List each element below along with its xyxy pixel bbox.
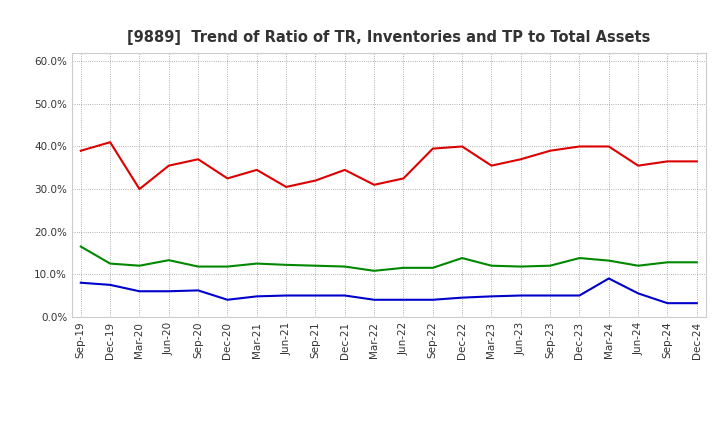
- Trade Payables: [76, 244, 85, 249]
- Trade Payables: [282, 262, 290, 268]
- Inventories: [693, 301, 701, 306]
- Trade Payables: [575, 255, 584, 260]
- Trade Receivables: [164, 163, 173, 168]
- Trade Receivables: [546, 148, 554, 154]
- Trade Receivables: [575, 144, 584, 149]
- Trade Receivables: [487, 163, 496, 168]
- Inventories: [311, 293, 320, 298]
- Trade Receivables: [282, 184, 290, 190]
- Inventories: [516, 293, 525, 298]
- Trade Receivables: [370, 182, 379, 187]
- Inventories: [663, 301, 672, 306]
- Inventories: [106, 282, 114, 287]
- Trade Payables: [311, 263, 320, 268]
- Trade Receivables: [106, 139, 114, 145]
- Trade Payables: [370, 268, 379, 273]
- Trade Payables: [516, 264, 525, 269]
- Trade Payables: [693, 260, 701, 265]
- Trade Receivables: [428, 146, 437, 151]
- Trade Payables: [663, 260, 672, 265]
- Inventories: [253, 294, 261, 299]
- Trade Receivables: [663, 159, 672, 164]
- Trade Payables: [634, 263, 642, 268]
- Inventories: [399, 297, 408, 302]
- Trade Receivables: [605, 144, 613, 149]
- Inventories: [634, 291, 642, 296]
- Line: Trade Receivables: Trade Receivables: [81, 142, 697, 189]
- Trade Receivables: [223, 176, 232, 181]
- Trade Payables: [135, 263, 144, 268]
- Inventories: [487, 294, 496, 299]
- Trade Payables: [223, 264, 232, 269]
- Inventories: [546, 293, 554, 298]
- Inventories: [164, 289, 173, 294]
- Title: [9889]  Trend of Ratio of TR, Inventories and TP to Total Assets: [9889] Trend of Ratio of TR, Inventories…: [127, 29, 650, 45]
- Trade Receivables: [76, 148, 85, 154]
- Inventories: [223, 297, 232, 302]
- Trade Payables: [546, 263, 554, 268]
- Inventories: [458, 295, 467, 300]
- Trade Receivables: [693, 159, 701, 164]
- Inventories: [575, 293, 584, 298]
- Trade Payables: [164, 257, 173, 263]
- Inventories: [370, 297, 379, 302]
- Inventories: [282, 293, 290, 298]
- Line: Trade Payables: Trade Payables: [81, 246, 697, 271]
- Inventories: [428, 297, 437, 302]
- Trade Payables: [194, 264, 202, 269]
- Inventories: [194, 288, 202, 293]
- Trade Receivables: [311, 178, 320, 183]
- Trade Receivables: [516, 157, 525, 162]
- Inventories: [76, 280, 85, 286]
- Trade Payables: [399, 265, 408, 271]
- Trade Payables: [487, 263, 496, 268]
- Trade Receivables: [458, 144, 467, 149]
- Trade Receivables: [194, 157, 202, 162]
- Trade Receivables: [135, 187, 144, 192]
- Line: Inventories: Inventories: [81, 279, 697, 303]
- Trade Payables: [605, 258, 613, 263]
- Trade Payables: [106, 261, 114, 266]
- Trade Receivables: [341, 167, 349, 172]
- Trade Receivables: [399, 176, 408, 181]
- Trade Receivables: [634, 163, 642, 168]
- Inventories: [135, 289, 144, 294]
- Inventories: [341, 293, 349, 298]
- Trade Payables: [458, 255, 467, 260]
- Trade Payables: [341, 264, 349, 269]
- Trade Receivables: [253, 167, 261, 172]
- Inventories: [605, 276, 613, 281]
- Trade Payables: [253, 261, 261, 266]
- Trade Payables: [428, 265, 437, 271]
